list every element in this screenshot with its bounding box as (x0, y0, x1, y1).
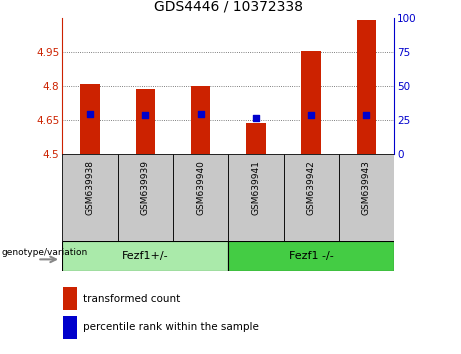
Point (197, 112, 204, 117)
Bar (118, 154, 173, 241)
Bar (191, 86, 210, 154)
Bar (62, 241, 228, 271)
Title: GDS4446 / 10372338: GDS4446 / 10372338 (154, 0, 303, 14)
Text: percentile rank within the sample: percentile rank within the sample (83, 322, 259, 332)
Bar (62, 154, 118, 241)
Bar (136, 89, 155, 154)
Bar (80, 84, 100, 154)
Bar (284, 154, 339, 241)
Text: GSM639943: GSM639943 (362, 160, 371, 215)
Text: GSM639939: GSM639939 (141, 160, 150, 215)
Text: GSM639938: GSM639938 (85, 160, 95, 215)
Bar (228, 241, 394, 271)
Point (142, 112, 149, 118)
Bar (63, 287, 77, 310)
Bar (173, 154, 228, 241)
Text: GSM639941: GSM639941 (251, 160, 260, 215)
Bar (357, 20, 376, 154)
Text: Fezf1 -/-: Fezf1 -/- (289, 251, 334, 261)
Bar (301, 51, 321, 154)
Text: GSM639942: GSM639942 (307, 160, 316, 215)
Text: genotype/variation: genotype/variation (1, 248, 88, 257)
Bar (246, 123, 266, 154)
Point (307, 112, 315, 118)
Bar (228, 154, 284, 241)
Point (86, 112, 94, 117)
Point (252, 115, 260, 120)
Bar (63, 316, 77, 338)
Bar (339, 154, 394, 241)
Point (363, 112, 370, 118)
Text: GSM639940: GSM639940 (196, 160, 205, 215)
Text: Fezf1+/-: Fezf1+/- (122, 251, 169, 261)
Text: transformed count: transformed count (83, 294, 180, 304)
